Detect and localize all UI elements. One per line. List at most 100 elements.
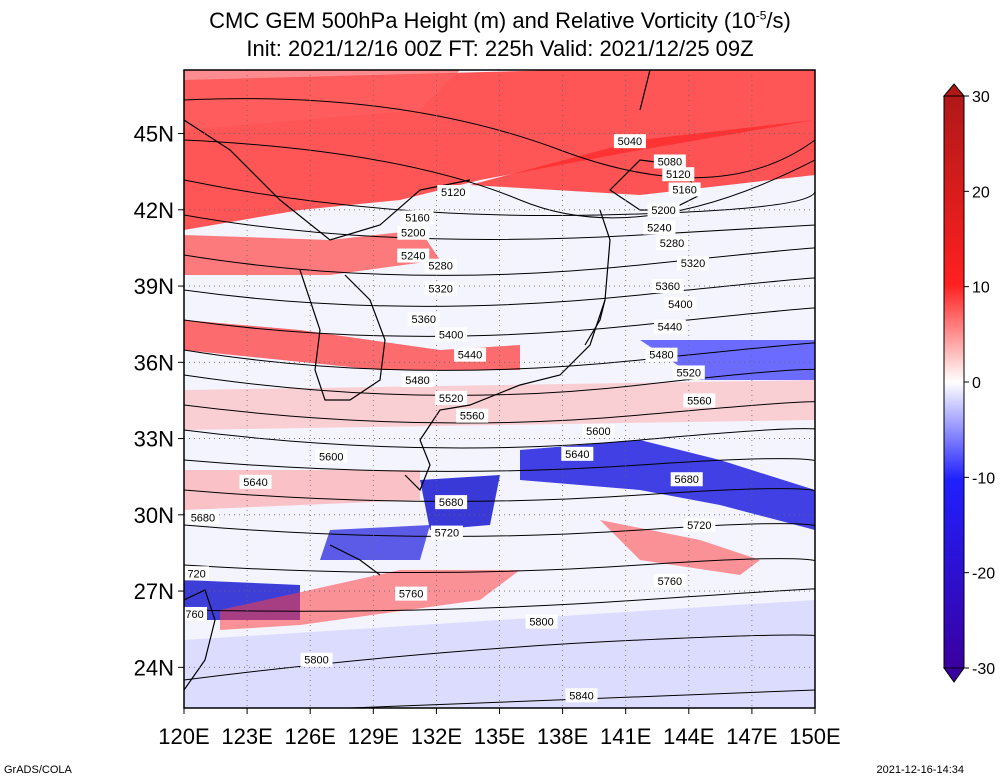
contour-label: 5440 xyxy=(458,350,482,362)
lat-tick-label: 30N xyxy=(134,503,174,528)
contour-label-bg xyxy=(401,373,434,388)
colorbar-tick-label: 10 xyxy=(972,280,990,297)
contour-label-bg xyxy=(655,235,688,250)
contour-label: 5760 xyxy=(658,576,682,588)
contour-label-bg xyxy=(670,472,703,487)
contour-label: 5680 xyxy=(674,474,698,486)
contour-label: 5040 xyxy=(618,136,642,148)
contour-label-bg xyxy=(643,220,676,235)
contour-label: 5600 xyxy=(586,426,610,438)
contour-label: 5360 xyxy=(656,281,680,293)
contour-label: 5480 xyxy=(405,375,429,387)
contour-label-bg xyxy=(653,154,686,169)
contour-label: 760 xyxy=(185,609,203,621)
contour-label-bg xyxy=(561,446,594,461)
colorbar-tick-label: -10 xyxy=(972,470,995,487)
contour-label-bg xyxy=(454,347,487,362)
contour-label: 5400 xyxy=(668,299,692,311)
contour-label-bg xyxy=(653,319,686,334)
contour-label: 5720 xyxy=(687,520,711,532)
lon-tick-label: 138E xyxy=(537,724,588,749)
contour-label: 5680 xyxy=(191,512,215,524)
contour-label: 5120 xyxy=(441,187,465,199)
contour-label: 5320 xyxy=(681,258,705,270)
colorbar-tick-label: 0 xyxy=(972,375,981,392)
contour-label: 5160 xyxy=(405,212,429,224)
contour-label-bg xyxy=(647,202,680,217)
contour-label: 5440 xyxy=(658,322,682,334)
lat-tick-label: 45N xyxy=(134,122,174,147)
contour-label: 5560 xyxy=(460,411,484,423)
contour-label-bg xyxy=(397,248,430,263)
contour-label-bg xyxy=(424,258,457,273)
lon-tick-label: 144E xyxy=(663,724,714,749)
contour-label: 5360 xyxy=(412,314,436,326)
contour-label-bg xyxy=(315,449,348,464)
colorbar: 30 20 10 0 -10 -20 -30 xyxy=(942,83,995,683)
contour-label-bg xyxy=(186,510,219,525)
lat-tick-label: 39N xyxy=(134,274,174,299)
contour-label-bg xyxy=(677,256,710,271)
contour-label: 5160 xyxy=(672,184,696,196)
lon-tick-label: 123E xyxy=(221,724,272,749)
lon-tick-label: 141E xyxy=(600,724,651,749)
contour-label-bg xyxy=(651,279,684,294)
lat-tick-label: 24N xyxy=(134,655,174,680)
lon-tick-label: 135E xyxy=(474,724,525,749)
contour-label-bg xyxy=(645,347,678,362)
contour-label-bg xyxy=(582,423,615,438)
contour-label: 5280 xyxy=(428,261,452,273)
contour-label: 5800 xyxy=(304,655,328,667)
contour-label: 5520 xyxy=(439,393,463,405)
contour-label: 5200 xyxy=(401,228,425,240)
lat-tick-label: 36N xyxy=(134,350,174,375)
colorbar-ramp xyxy=(943,95,965,669)
colorbar-min-arrow xyxy=(943,667,965,683)
contour-label-bg xyxy=(424,281,457,296)
contour-label-bg xyxy=(456,408,489,423)
contour-label-bg xyxy=(653,573,686,588)
contour-label-bg xyxy=(435,495,468,510)
contour-label-bg xyxy=(184,566,210,581)
contour-label-bg xyxy=(613,134,646,149)
lon-tick-label: 132E xyxy=(411,724,462,749)
lat-lon-grid xyxy=(183,70,816,708)
contour-label: 5840 xyxy=(569,690,593,702)
timestamp-text: 2021-12-16-14:34 xyxy=(876,764,964,776)
contour-label-bg xyxy=(395,586,428,601)
height-contours xyxy=(184,98,815,708)
credit-text: GrADS/COLA xyxy=(4,764,72,776)
colorbar-tick-label: -30 xyxy=(972,661,995,678)
contour-label: 5560 xyxy=(687,395,711,407)
contour-label-bg xyxy=(435,327,468,342)
colorbar-tick-label: -20 xyxy=(972,566,995,583)
contour-label-bg xyxy=(407,312,440,327)
lon-tick-label: 147E xyxy=(726,724,777,749)
contour-label: 720 xyxy=(187,568,205,580)
contour-label: 5240 xyxy=(647,223,671,235)
contour-label-bg xyxy=(525,614,558,629)
colorbar-ticks: 30 20 10 0 -10 -20 -30 xyxy=(964,89,995,678)
contour-label-bg xyxy=(437,185,470,200)
contour-label: 5080 xyxy=(658,157,682,169)
contour-label: 5800 xyxy=(529,617,553,629)
lat-tick-label: 42N xyxy=(134,198,174,223)
contour-label: 5600 xyxy=(319,451,343,463)
lon-tick-label: 120E xyxy=(158,724,209,749)
contour-label: 5720 xyxy=(435,528,459,540)
contour-label-bg xyxy=(401,210,434,225)
contour-label-bg xyxy=(182,606,208,621)
lon-tick-label: 126E xyxy=(285,724,336,749)
contour-label: 5640 xyxy=(243,477,267,489)
contour-label: 5240 xyxy=(401,251,425,263)
contour-label-bg xyxy=(683,393,716,408)
colorbar-tick-label: 20 xyxy=(972,184,990,201)
contour-label-bg xyxy=(430,525,463,540)
contour-label-bg xyxy=(239,474,272,489)
chart-title-line1: CMC GEM 500hPa Height (m) and Relative V… xyxy=(209,8,791,33)
contour-label: 5480 xyxy=(649,350,673,362)
contour-label: 5640 xyxy=(565,449,589,461)
chart-title-line2: Init: 2021/12/16 00Z FT: 225h Valid: 202… xyxy=(246,36,754,61)
